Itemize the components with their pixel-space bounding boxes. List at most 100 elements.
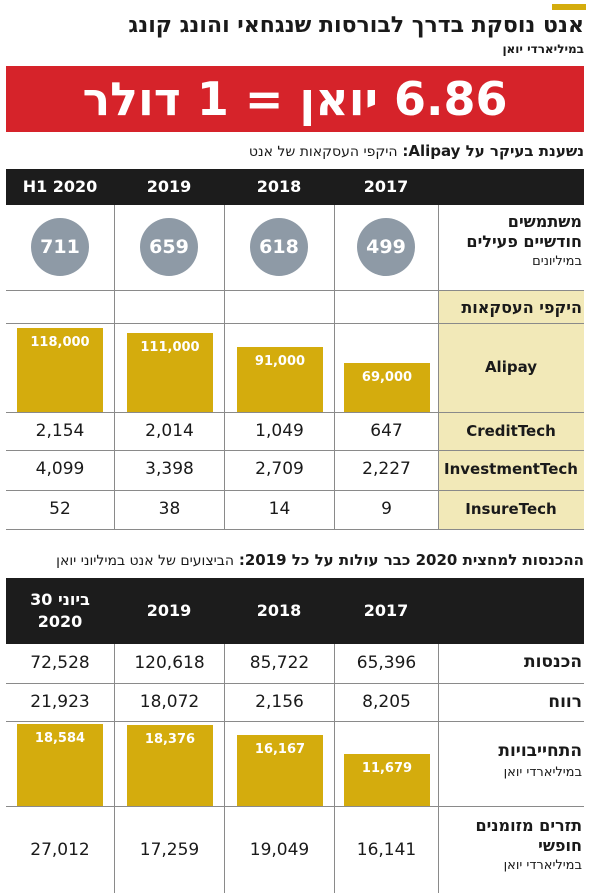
revenue-value-3: 65,396 [356,653,417,673]
col-2017: 2017 [363,177,409,196]
section2-header: 30 ביוני 2020 2019 2018 2017 [6,578,584,644]
alipay-bar-label-2: 91,000 [254,354,306,369]
section2-title-light: הביצועים של אנט במיליוני יואן [56,553,235,569]
grid-vline [114,644,115,893]
section2-title-bold: ההכנסות למחצית 2020 כבר עולות על כל 2019… [238,551,584,569]
liabilities-bar-2 [237,735,323,806]
grid-hline [6,529,584,530]
alipay-bar-1 [127,333,213,412]
liabilities-bar-label-2: 16,167 [254,742,306,757]
col2-jun-2020-line1: 30 ביוני [30,590,90,609]
users-circle-2017: 499 [357,218,415,276]
insuretech-value-1: 38 [158,499,181,519]
investmenttech-value-2: 2,709 [255,459,304,479]
fcf-label: תזרים מזומנים חופשי במיליארדי יואן [475,816,582,876]
revenue-value-2: 85,722 [249,653,310,673]
section1-header: H1 2020 2019 2018 2017 [6,169,584,205]
insuretech-label: InsureTech [465,500,557,518]
grid-vline [334,205,335,530]
page-unit: במיליארדי יואן [502,42,584,56]
grid-vline [224,644,225,893]
alipay-bar-label-3: 69,000 [361,370,413,385]
users-circle-2018: 618 [250,218,308,276]
profit-label: רווח [548,692,582,712]
alipay-bar-3 [344,363,430,412]
fcf-unit: במיליארדי יואן [503,858,582,873]
grid-hline [6,450,584,451]
fcf-value-0: 27,012 [30,840,90,860]
grid-hline [6,490,584,491]
investmenttech-value-3: 2,227 [362,459,411,479]
alipay-bar-label-0: 118,000 [30,335,90,350]
insuretech-value-2: 14 [268,499,291,519]
accent-bar [552,4,586,10]
users-label-line2: חודשיים פעילים [466,232,582,251]
insuretech-value-0: 52 [49,499,71,519]
fcf-value-1: 17,259 [139,840,200,860]
users-circle-h1-2020: 711 [31,218,89,276]
fcf-label-line1: תזרים מזומנים [475,816,582,835]
liabilities-unit: במיליארדי יואן [503,765,582,780]
fcf-label-line2: חופשי [538,836,582,855]
col2-2018: 2018 [256,601,302,620]
credittech-value-1: 2,014 [145,421,194,441]
grid-vline [438,644,439,893]
profit-value-1: 18,072 [139,692,200,712]
liabilities-bar-label-1: 18,376 [144,732,196,747]
profit-value-0: 21,923 [30,692,90,712]
alipay-bar-label-1: 111,000 [140,340,200,355]
grid-vline [438,205,439,530]
fcf-value-2: 19,049 [249,840,310,860]
page-title: אנט נוסקת בדרך לבורסות שנגחאי והונג קונג [128,13,584,38]
alipay-bar-0 [17,328,103,412]
section1-title: נשענת בעיקר על Alipay: היקפי העסקאות של … [6,142,584,160]
col-h1-2020: H1 2020 [22,177,98,196]
grid-hline [6,806,584,807]
revenue-label: הכנסות [523,652,582,672]
liabilities-label: התחייבויות במיליארדי יואן [498,740,582,784]
profit-value-3: 8,205 [362,692,411,712]
credittech-value-2: 1,049 [255,421,304,441]
insuretech-value-3: 9 [381,499,392,519]
liabilities-bar-label-3: 11,679 [361,761,413,776]
section1-title-light: היקפי העסקאות של אנט [248,144,398,160]
users-circle-2019: 659 [140,218,198,276]
grid-vline [334,644,335,893]
liabilities-bar-3 [344,754,430,806]
col2-jun-2020: 30 ביוני 2020 [6,578,114,644]
alipay-bar-2 [237,347,323,412]
section1-label-column [438,290,584,530]
users-unit: במיליונים [532,254,582,269]
liabilities-label-text: התחייבויות [498,741,582,761]
volume-header: היקפי העסקאות [461,298,582,317]
users-label: משתמשים חודשיים פעילים במיליונים [442,212,582,272]
alipay-label: Alipay [484,358,538,376]
col2-jun-2020-line2: 2020 [37,612,83,631]
liabilities-bar-1 [127,725,213,806]
users-label-line1: משתמשים [507,212,582,231]
revenue-value-1: 120,618 [134,653,205,673]
grid-hline [6,721,584,722]
section2-title: ההכנסות למחצית 2020 כבר עולות על כל 2019… [6,551,584,569]
grid-hline [6,323,584,324]
section1-title-bold: נשענת בעיקר על Alipay: [402,142,584,160]
revenue-value-0: 72,528 [30,653,90,673]
exchange-rate-banner: 6.86 יואן = 1 דולר [6,66,584,132]
investmenttech-value-0: 4,099 [35,459,85,479]
credittech-label: CreditTech [466,422,556,440]
col2-2019: 2019 [146,601,192,620]
grid-vline [224,205,225,530]
col-2018: 2018 [256,177,302,196]
liabilities-bar-label-0: 18,584 [34,731,86,746]
liabilities-bar-0 [17,724,103,806]
investmenttech-value-1: 3,398 [145,459,194,479]
fcf-value-3: 16,141 [356,840,417,860]
col2-2017: 2017 [363,601,409,620]
grid-hline [6,683,584,684]
credittech-value-0: 2,154 [35,421,85,441]
col-2019: 2019 [146,177,192,196]
profit-value-2: 2,156 [255,692,304,712]
grid-hline [6,290,584,291]
grid-hline [6,412,584,413]
investmenttech-label: InvestmentTech [444,460,578,478]
